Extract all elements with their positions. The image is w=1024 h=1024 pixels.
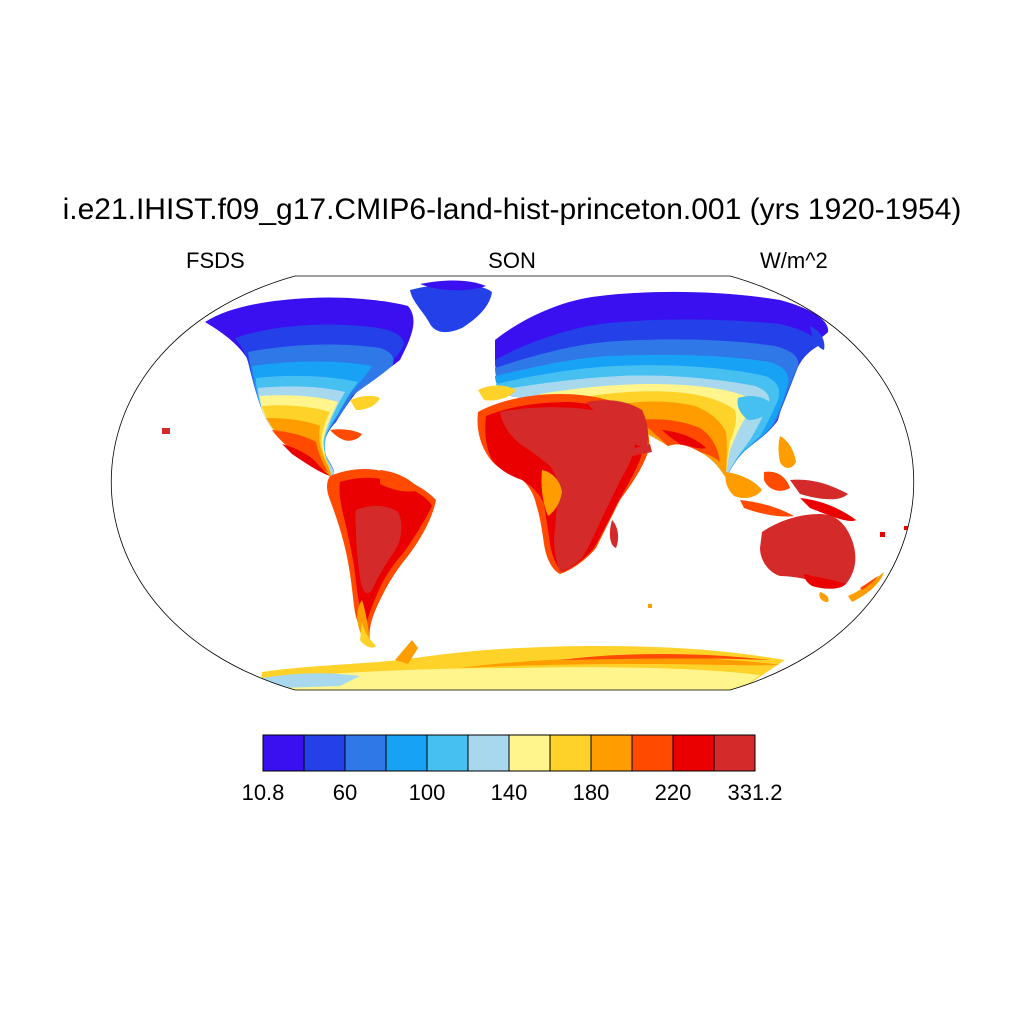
colorbar-swatch [303, 734, 346, 772]
colorbar-tick-label: 331.2 [727, 780, 783, 805]
north-america-landmass [205, 297, 414, 476]
colorbar-swatch [385, 734, 428, 772]
season-label: SON [488, 248, 536, 273]
colorbar-tick-label: 220 [654, 780, 692, 805]
colorbar-tick-label: 60 [332, 780, 358, 805]
globe-outline [110, 275, 915, 691]
greenland-landmass [410, 280, 492, 333]
colorbar-swatch [713, 734, 756, 772]
colorbar-tick-label: 140 [490, 780, 528, 805]
colorbar-swatch [426, 734, 469, 772]
colorbar-swatch [672, 734, 715, 772]
colorbar-swatch [549, 734, 592, 772]
africa-landmass [477, 385, 650, 574]
figure-title: i.e21.IHIST.f09_g17.CMIP6-land-hist-prin… [62, 193, 962, 226]
colorbar [262, 734, 756, 772]
variable-label: FSDS [186, 248, 245, 273]
southeast-asia-islands [725, 471, 856, 522]
small-islands [162, 428, 910, 608]
units-label: W/m^2 [760, 248, 828, 273]
colorbar-swatch [262, 734, 305, 772]
colorbar-swatch [508, 734, 551, 772]
colorbar-tick-label: 180 [572, 780, 610, 805]
colorbar-swatch [467, 734, 510, 772]
antarctica-landmass [260, 640, 785, 690]
colorbar-swatch [344, 734, 387, 772]
colorbar-swatch [590, 734, 633, 772]
colorbar-swatch [631, 734, 674, 772]
colorbar-tick-label: 10.8 [241, 780, 285, 805]
colorbar-tick-label: 100 [408, 780, 446, 805]
south-america-landmass [327, 469, 436, 648]
australia-landmass [760, 514, 884, 602]
